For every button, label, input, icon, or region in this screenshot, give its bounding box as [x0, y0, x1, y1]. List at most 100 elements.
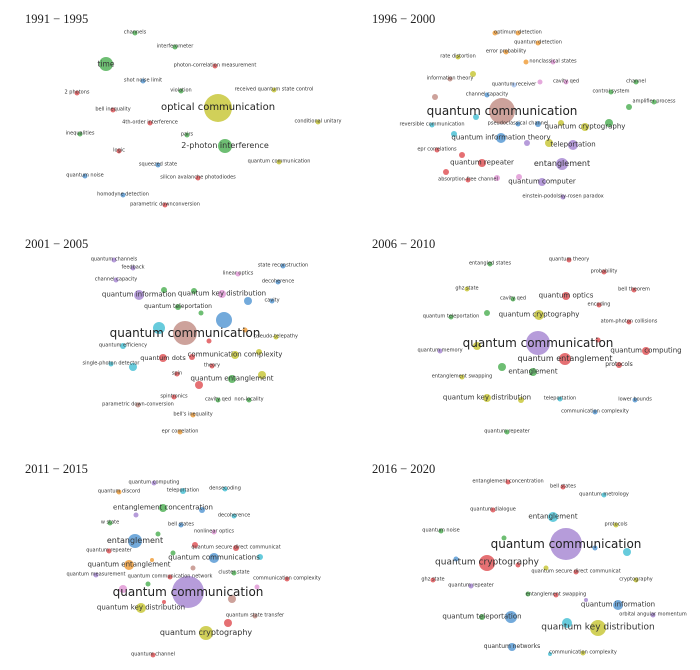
keyword-label[interactable]: quantum key distribution [177, 289, 267, 298]
keyword-label[interactable]: quantum information [101, 290, 177, 299]
keyword-label[interactable]: channel capacity [465, 91, 509, 98]
keyword-label[interactable]: quantum communication [426, 104, 578, 118]
keyword-label[interactable]: channel capacity [94, 276, 138, 283]
keyword-label[interactable]: quantum cryptography [435, 557, 539, 568]
keyword-label[interactable]: quantum noise [66, 172, 104, 179]
keyword-label[interactable]: quantum memory [417, 347, 463, 354]
keyword-label[interactable]: spintronics [160, 393, 188, 400]
keyword-label[interactable]: nonclassical states [529, 58, 577, 65]
keyword-label[interactable]: photon-correlation measurement [173, 62, 257, 69]
keyword-label[interactable]: quantum computer [508, 177, 576, 186]
keyword-label[interactable]: quantum cryptography [498, 310, 580, 319]
keyword-label[interactable]: quantum channel [131, 651, 175, 658]
keyword-label[interactable]: quantum metrology [579, 491, 629, 498]
keyword-label[interactable]: cavity [264, 297, 280, 304]
keyword-label[interactable]: state reconstruction [257, 262, 309, 269]
keyword-label[interactable]: quantum communication [247, 158, 311, 165]
keyword-label[interactable]: bell states [168, 521, 194, 528]
keyword-label[interactable]: quantum cryptography [544, 122, 626, 131]
keyword-label[interactable]: pairs [180, 131, 194, 138]
keyword-label[interactable]: quantum cryptography [159, 628, 253, 637]
keyword-label[interactable]: logic [113, 147, 125, 154]
keyword-label[interactable]: quantum entanglement [87, 560, 171, 569]
keyword-label[interactable]: quantum detection [514, 39, 562, 46]
keyword-label[interactable]: quantum secure direct communicat [531, 568, 621, 575]
keyword-label[interactable]: theory [203, 362, 221, 369]
keyword-label[interactable]: nonlinear optics [193, 528, 235, 535]
keyword-label[interactable]: absorption-free channel [438, 176, 498, 183]
keyword-label[interactable]: violation [170, 87, 192, 94]
keyword-label[interactable]: protocols [605, 361, 633, 368]
keyword-label[interactable]: channels [123, 29, 147, 36]
keyword-label[interactable]: optimum detection [494, 29, 542, 36]
keyword-label[interactable]: quantum communication network [127, 573, 213, 580]
keyword-label[interactable]: entanglement swapping [431, 373, 493, 380]
keyword-label[interactable]: quantum computing [128, 479, 180, 486]
keyword-label[interactable]: pseudo-telepathy [254, 333, 298, 340]
keyword-label[interactable]: quantum channels [90, 256, 138, 263]
keyword-label[interactable]: communication complexity [187, 350, 283, 359]
keyword-label[interactable]: entanglement [533, 159, 591, 168]
keyword-label[interactable]: conditional unitary [294, 118, 342, 125]
keyword-label[interactable]: epr correlations [417, 146, 457, 153]
keyword-label[interactable]: homodyne detection [97, 191, 149, 198]
keyword-label[interactable]: epr correlation [161, 428, 199, 435]
keyword-label[interactable]: quantum efficiency [98, 342, 148, 349]
keyword-label[interactable]: communication complexity [549, 649, 617, 656]
keyword-label[interactable]: quantum receiver [491, 81, 537, 88]
keyword-label[interactable]: ghz state [455, 285, 479, 292]
keyword-label[interactable]: bell states [550, 483, 576, 490]
keyword-label[interactable]: 2-photon interference [181, 141, 269, 150]
keyword-label[interactable]: cavity qed [204, 396, 232, 403]
keyword-label[interactable]: quantum dots [140, 353, 186, 362]
keyword-label[interactable]: quantum information [580, 600, 656, 609]
keyword-label[interactable]: quantum information theory [451, 133, 551, 142]
keyword-label[interactable]: bell's inequality [173, 411, 213, 418]
keyword-label[interactable]: entangled states [468, 260, 512, 267]
keyword-label[interactable]: spin [171, 370, 183, 377]
keyword-label[interactable]: entanglement concentration [472, 478, 544, 485]
keyword-label[interactable]: entanglement [508, 367, 558, 376]
keyword-label[interactable]: decoherence [261, 278, 295, 285]
keyword-label[interactable]: quantum dialogue [470, 506, 516, 513]
keyword-label[interactable]: quantum communication [112, 585, 264, 599]
keyword-label[interactable]: quantum repeater [484, 428, 530, 435]
keyword-label[interactable]: teleportation [166, 487, 200, 494]
keyword-label[interactable]: quantum repeater [450, 158, 514, 167]
keyword-label[interactable]: information theory [426, 75, 474, 82]
keyword-label[interactable]: encoding [587, 301, 611, 308]
keyword-label[interactable]: cryptography [619, 576, 653, 583]
keyword-label[interactable]: entanglement [528, 512, 578, 521]
keyword-label[interactable]: linear optics [222, 270, 254, 277]
keyword-label[interactable]: quantum measurement [66, 571, 126, 578]
keyword-label[interactable]: densecoding [209, 485, 241, 492]
keyword-label[interactable]: quantum theory [548, 256, 590, 263]
keyword-label[interactable]: quantum repeater [448, 582, 494, 589]
keyword-label[interactable]: teleportation [543, 395, 577, 402]
keyword-label[interactable]: time [97, 59, 115, 69]
keyword-label[interactable]: optical communication [160, 102, 276, 113]
keyword-label[interactable]: parametric down-conversion [102, 401, 174, 408]
keyword-label[interactable]: einstein-podolsky-rosen paradox [522, 193, 604, 200]
keyword-label[interactable]: quantum noise [422, 527, 460, 534]
keyword-label[interactable]: bell inequality [95, 106, 131, 113]
keyword-label[interactable]: shot noise limit [123, 77, 163, 84]
keyword-label[interactable]: non-locality [234, 396, 264, 403]
keyword-label[interactable]: quantum communication [490, 537, 642, 551]
keyword-label[interactable]: entanglement concentration [113, 503, 213, 512]
keyword-label[interactable]: communication complexity [253, 575, 321, 582]
keyword-label[interactable]: quantum entanglement [190, 374, 274, 383]
keyword-label[interactable]: inequalities [65, 130, 95, 137]
keyword-label[interactable]: quantum key distribution [442, 393, 532, 402]
keyword-label[interactable]: entanglement swapping [525, 591, 587, 598]
keyword-label[interactable]: error probability [485, 48, 527, 55]
keyword-label[interactable]: rate distortion [440, 53, 476, 60]
keyword-label[interactable]: quantum discord [97, 488, 141, 495]
keyword-label[interactable]: probability [590, 268, 618, 275]
keyword-label[interactable]: quantum networks [483, 643, 541, 650]
keyword-label[interactable]: quantum repeater [86, 547, 132, 554]
keyword-label[interactable]: quantum secure direct communicat [191, 544, 281, 551]
keyword-label[interactable]: 4th-order interference [122, 119, 178, 126]
keyword-label[interactable]: single-photon detector [82, 360, 140, 367]
keyword-label[interactable]: w state [100, 519, 120, 526]
